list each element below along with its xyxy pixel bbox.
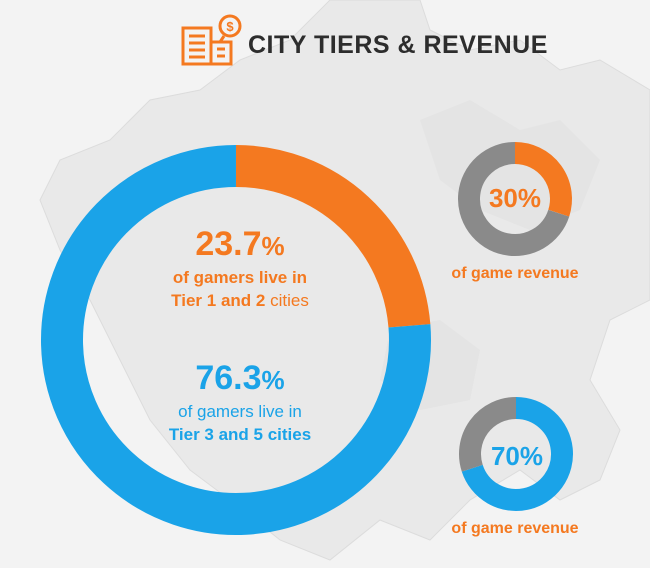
tier35-line2: Tier 3 and 5 cities (168, 425, 312, 444)
revenue-70-slice (461, 397, 573, 511)
tier35-description: of gamers live in Tier 3 and 5 cities (115, 400, 365, 446)
revenue-30-slice (514, 142, 572, 217)
revenue-donut-30 (458, 142, 572, 256)
tier35-slice (41, 145, 431, 535)
tier12-percent: 23.7% (120, 224, 360, 266)
tier12-description: of gamers live in Tier 1 and 2 cities (120, 266, 360, 312)
revenue-70-caption: of game revenue (451, 520, 579, 537)
tier12-line2-rest: cities (265, 291, 309, 310)
tier12-line1: of gamers live in (172, 268, 308, 287)
city-building-dollar-icon: $ (181, 14, 242, 66)
tier35-text: 76.3% of gamers live in Tier 3 and 5 cit… (115, 358, 365, 446)
svg-text:$: $ (226, 19, 234, 34)
revenue-70-remainder-slice (459, 397, 517, 472)
revenue-30-label: 30% (488, 183, 542, 213)
tier35-percent: 76.3% (115, 358, 365, 400)
tier35-line1: of gamers live in (178, 402, 302, 421)
tier12-unit: % (261, 231, 285, 261)
tier12-text: 23.7% of gamers live in Tier 1 and 2 cit… (120, 224, 360, 312)
tier12-line2: Tier 1 and 2 cities (120, 289, 360, 312)
page-title: CITY TIERS & REVENUE (248, 31, 548, 59)
tier35-unit: % (261, 365, 285, 395)
tier35-value: 76.3 (195, 359, 262, 397)
header: $ CITY TIERS & REVENUE (180, 14, 547, 66)
tier12-slice (235, 145, 431, 328)
revenue-donut-70 (459, 397, 573, 511)
revenue-30-remainder-slice (458, 142, 570, 256)
tier12-line2-bold: Tier 1 and 2 (171, 291, 266, 310)
tier12-value: 23.7 (195, 225, 262, 263)
main-donut-chart (41, 145, 431, 535)
revenue-70-label: 70% (490, 441, 544, 471)
revenue-30-caption: of game revenue (451, 265, 579, 282)
